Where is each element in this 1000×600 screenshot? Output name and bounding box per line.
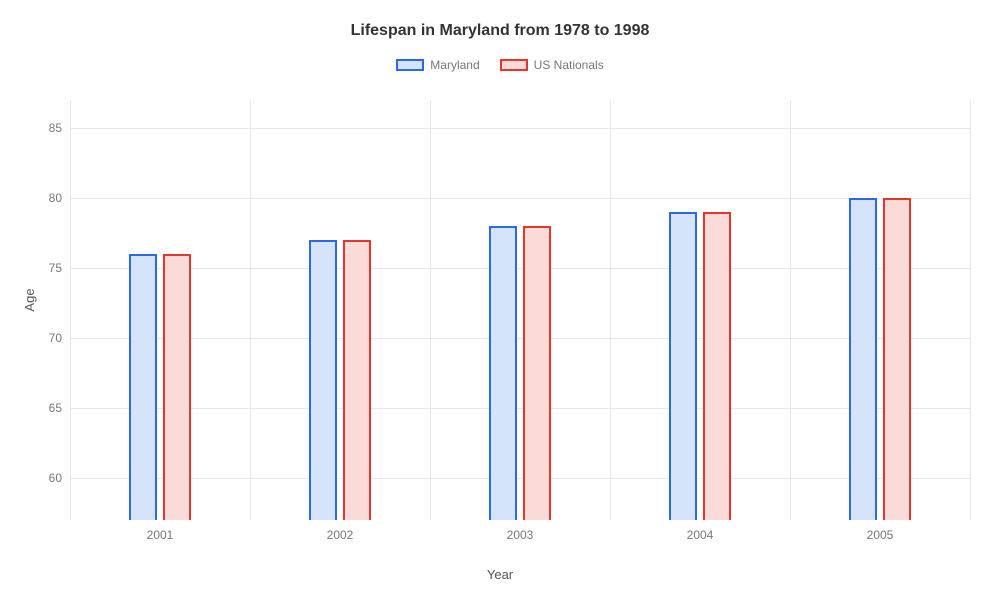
legend-label: US Nationals [534,58,604,72]
x-tick-label: 2004 [687,520,714,542]
y-axis-label: Age [22,288,37,311]
y-tick-label: 65 [30,401,70,415]
y-tick-label: 70 [30,331,70,345]
gridline-horizontal [70,338,970,339]
gridline-vertical [610,100,611,520]
chart-title: Lifespan in Maryland from 1978 to 1998 [0,0,1000,40]
legend-swatch-maryland [396,59,424,71]
gridline-vertical [790,100,791,520]
legend-item-maryland: Maryland [396,58,479,72]
legend-item-us-nationals: US Nationals [500,58,604,72]
bar [309,240,337,520]
x-tick-label: 2003 [507,520,534,542]
y-tick-label: 85 [30,121,70,135]
bar [703,212,731,520]
legend-swatch-us-nationals [500,59,528,71]
gridline-horizontal [70,408,970,409]
x-axis-label: Year [487,567,513,582]
gridline-vertical [430,100,431,520]
gridline-horizontal [70,268,970,269]
bar [849,198,877,520]
x-tick-label: 2001 [147,520,174,542]
gridline-vertical [70,100,71,520]
y-tick-label: 80 [30,191,70,205]
legend-label: Maryland [430,58,479,72]
legend: Maryland US Nationals [0,58,1000,72]
bar [523,226,551,520]
bar [669,212,697,520]
y-tick-label: 60 [30,471,70,485]
chart-container: Lifespan in Maryland from 1978 to 1998 M… [0,0,1000,600]
x-tick-label: 2002 [327,520,354,542]
bar [129,254,157,520]
gridline-horizontal [70,198,970,199]
plot-area: 60657075808520012002200320042005 [70,100,970,520]
gridline-horizontal [70,128,970,129]
gridline-vertical [970,100,971,520]
gridline-horizontal [70,478,970,479]
x-tick-label: 2005 [867,520,894,542]
y-tick-label: 75 [30,261,70,275]
gridline-vertical [250,100,251,520]
bar [343,240,371,520]
bar [489,226,517,520]
bar [163,254,191,520]
bar [883,198,911,520]
